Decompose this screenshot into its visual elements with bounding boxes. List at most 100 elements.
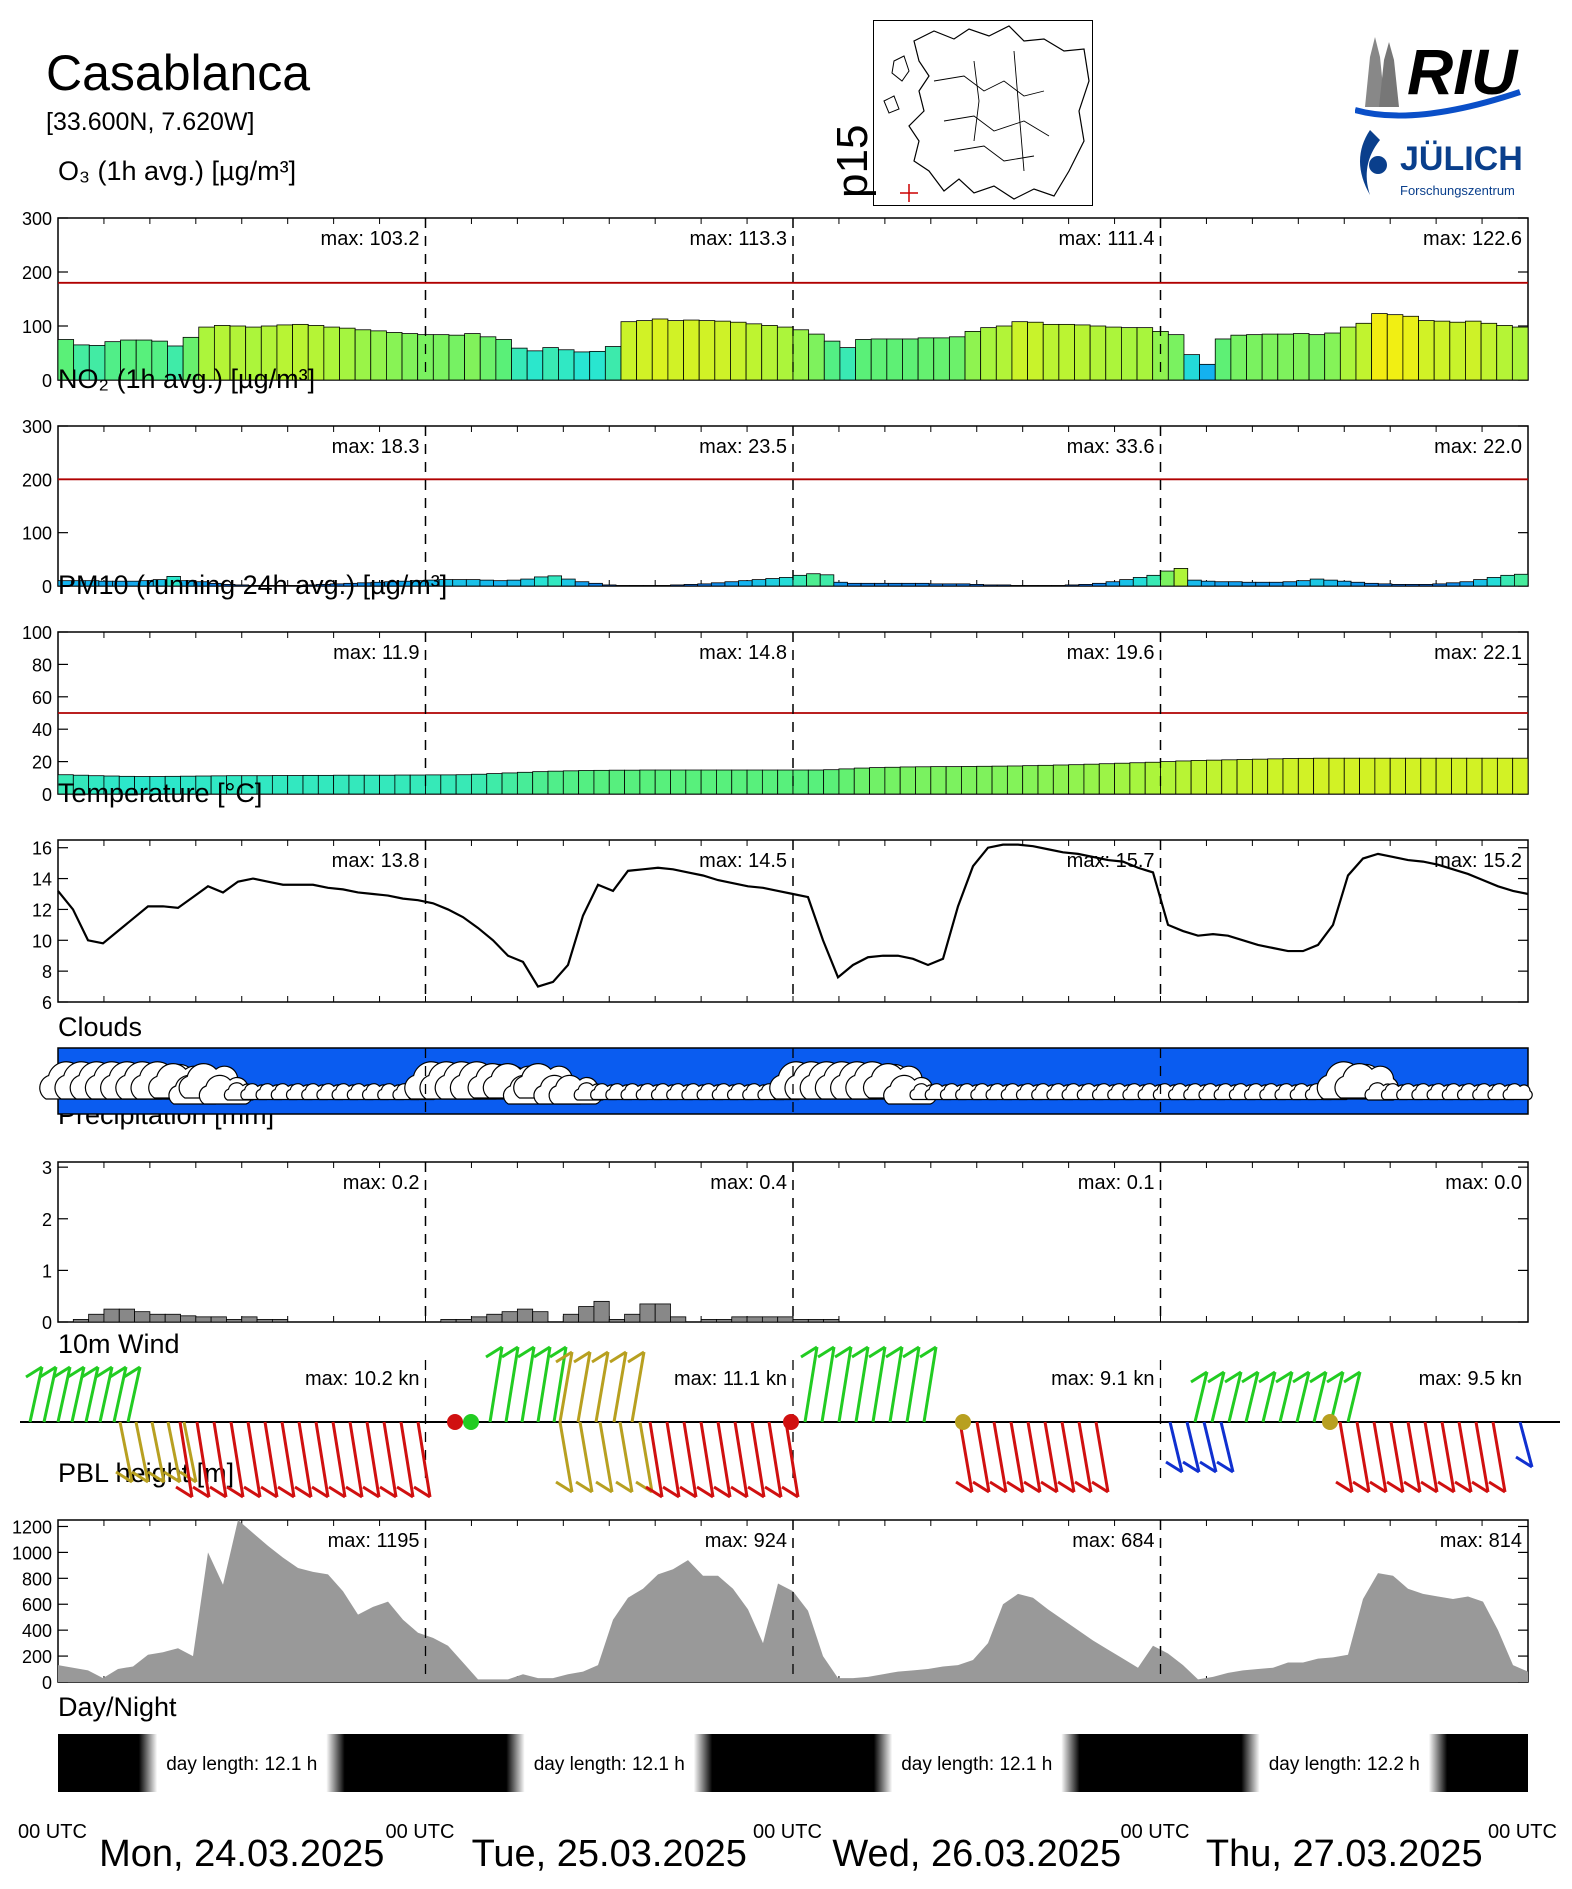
wind-barb [1423,1421,1439,1493]
precip-bar [180,1315,197,1323]
no2-bar [996,584,1012,587]
precip-ytick-label: 1 [42,1261,52,1281]
pm10-bar [409,774,426,795]
no2-bar [1309,578,1325,587]
precip-bar [72,1319,90,1323]
wind-barb [488,1346,504,1423]
no2-bar [1432,583,1447,587]
no2-bar [1064,584,1080,587]
utc-label: 00 UTC [18,1821,87,1843]
wind-barb [576,1351,592,1423]
no2-ytick-label: 300 [22,417,52,437]
pm10-bar [685,769,702,795]
pm10-bar [792,769,809,795]
o3-ytick-label: 0 [42,371,52,391]
temp-panel: 6 8 10 12 14 16 max: 13.8 max: 14.5 max: 15.7 max… [32,839,1529,1013]
pm10-ytick-label: 0 [42,785,52,805]
clouds-panel [39,1047,1533,1115]
pm10-bar [1343,757,1360,795]
wind-barb [246,1421,262,1498]
site-name: Casablanca [46,45,311,101]
pbl-ytick-label: 0 [42,1673,52,1693]
pm10-bar [961,766,978,795]
europe-locator-map [873,20,1093,206]
wind-barb [558,1351,574,1423]
utc-label: 00 UTC [1488,1821,1557,1843]
temp-max-label: max: 13.8 [332,850,420,872]
precip-bar [624,1313,641,1323]
no2-bar [1282,581,1298,587]
wind-barb [182,1421,198,1483]
o3-bar [1355,322,1373,381]
pm10-bar [991,765,1008,795]
wind-barb [1094,1421,1110,1493]
temp-max-label: max: 15.2 [1434,850,1522,872]
pm10-ytick-label: 40 [32,720,52,740]
wind-barb [1077,1421,1093,1493]
wind-barb [1202,1421,1218,1473]
o3-bar [1246,334,1263,381]
o3-bar [1402,315,1419,381]
wind-barb [594,1351,610,1423]
wind-barb [750,1421,766,1498]
o3-bar [417,334,434,381]
no2-bar [602,584,617,587]
no2-bar [1200,580,1216,587]
o3-max-label: max: 122.6 [1423,228,1522,250]
no2-bar [792,574,808,587]
pm10-bar [777,769,794,795]
precip-bar [807,1319,825,1323]
wind-barb [314,1421,330,1498]
pm10-bar [639,769,656,795]
o3-bar [1027,321,1044,381]
precip-bar [271,1319,289,1323]
o3-bar [1011,321,1028,381]
wind-barb [958,1421,974,1493]
no2-bar [1337,580,1352,587]
o3-bar [761,325,778,381]
o3-bar [1277,333,1294,381]
precip-bar [654,1303,671,1323]
precip-bar [501,1311,518,1323]
wind-barb [504,1346,520,1423]
no2-bar [765,578,780,587]
wind-barb [134,1421,150,1483]
precip-bar [777,1316,794,1323]
wind-barb [699,1421,715,1498]
o3-max-label: max: 111.4 [1059,228,1155,250]
no2-bar [778,577,794,587]
no2-bar [1473,579,1488,587]
precip-bar [195,1316,212,1323]
o3-panel: 0 100 200 300 max: 103.2 max: 113.3 max: 111.4… [22,209,1529,391]
o3-bar [1074,324,1091,381]
no2-bar [1255,581,1270,587]
o3-bar [354,329,372,381]
wind-barb [1278,1371,1294,1423]
clouds-title: Clouds [58,1012,142,1042]
no2-bar [1119,579,1134,587]
calm-wind-dot [463,1414,479,1430]
riu-logo: RIU [1354,32,1525,127]
precip-bar [455,1319,472,1323]
wind-barb [1261,1371,1277,1423]
cloud-icon [1502,1083,1533,1101]
no2-bar [738,580,753,587]
no2-bar [1078,584,1093,587]
pm10-bar [1221,759,1238,795]
wind-barb [612,1351,628,1423]
wind-barb [598,1421,614,1493]
pm10-bar [593,769,610,795]
pm10-bar [731,769,748,795]
precip-bar [226,1319,243,1323]
wind-barb [195,1421,211,1498]
pm10-bar [884,766,901,795]
precip-bar [103,1308,120,1323]
wind-barb [682,1421,698,1498]
no2-bar [969,584,984,587]
pm10-bar [1267,758,1284,795]
pm10-bar [1006,765,1024,795]
precip-bar [746,1316,763,1323]
precip-bar [164,1313,181,1323]
pm10-bar [1405,757,1422,795]
